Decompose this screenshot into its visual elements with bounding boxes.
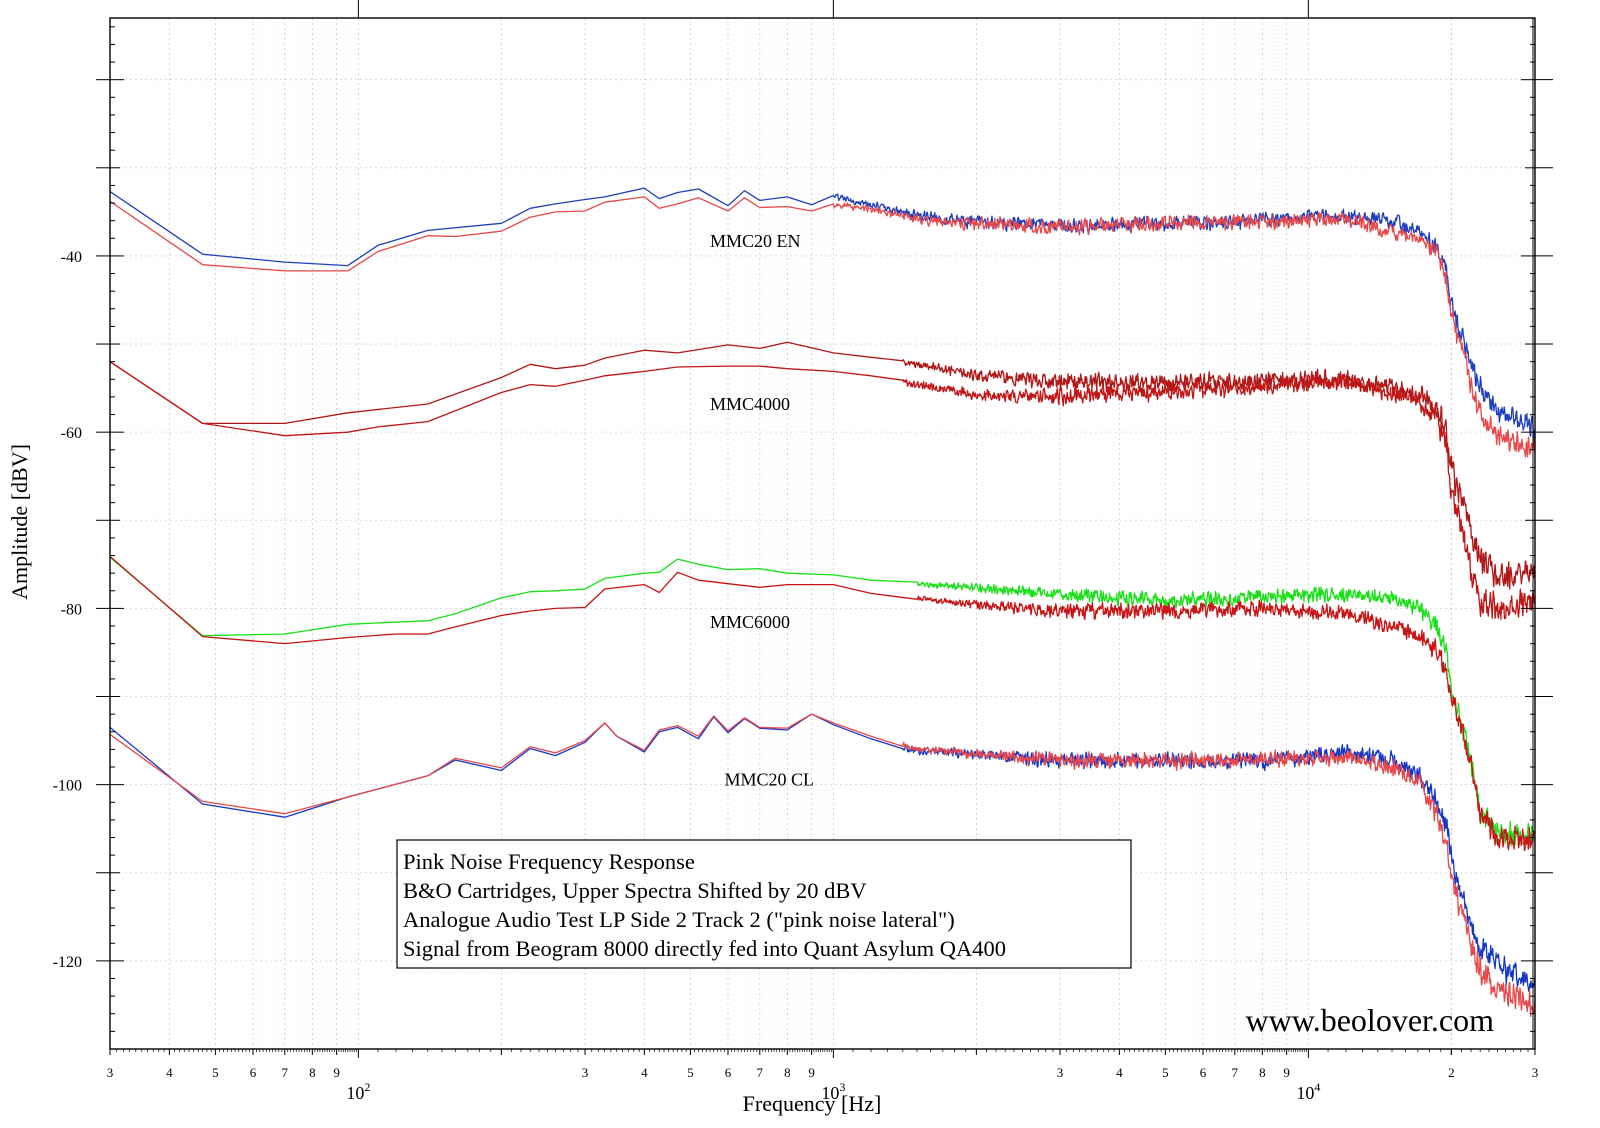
y-axis-label: Amplitude [dBV] [7, 444, 32, 600]
series-line [109, 713, 1536, 1017]
x-decade-label: 104 [1296, 1080, 1320, 1103]
x-tick-label: 2 [1448, 1065, 1455, 1080]
group-label: MMC20 EN [710, 231, 801, 251]
x-tick-label: 6 [725, 1065, 732, 1080]
y-tick-label: -120 [53, 954, 82, 971]
series-line [109, 556, 1536, 847]
group-label: MMC4000 [710, 394, 790, 414]
x-tick-label: 3 [582, 1065, 589, 1080]
x-tick-label: 5 [687, 1065, 694, 1080]
legend-line-2: B&O Cartridges, Upper Spectra Shifted by… [403, 878, 867, 903]
axes: 3 4 5 6 7 8 9 3 4 5 6 7 8 9 3 4 5 6 7 8 9 2 3 102 103 104 -40 -60 -8… [53, 0, 1553, 1103]
y-tick-label: -80 [61, 601, 82, 618]
group-label: MMC20 CL [725, 770, 815, 790]
x-decade-label: 102 [346, 1080, 370, 1103]
series-line [109, 196, 1536, 458]
x-tick-label: 6 [250, 1065, 257, 1080]
legend-line-title: Pink Noise Frequency Response [403, 849, 695, 874]
x-tick-label: 6 [1200, 1065, 1207, 1080]
y-tick-label: -40 [61, 249, 82, 266]
watermark: www.beolover.com [1245, 1002, 1494, 1038]
x-tick-label: 9 [1283, 1065, 1290, 1080]
x-tick-label: 8 [309, 1065, 316, 1080]
legend-box: Pink Noise Frequency Response B&O Cartri… [396, 839, 1132, 969]
x-tick-label: 4 [1116, 1065, 1123, 1080]
x-tick-label: 4 [166, 1065, 173, 1080]
x-tick-label: 7 [757, 1065, 764, 1080]
series-line [109, 361, 1536, 620]
x-tick-label: 5 [1162, 1065, 1169, 1080]
y-tick-label: -60 [61, 425, 82, 442]
x-tick-label: 5 [212, 1065, 219, 1080]
series-lines [109, 187, 1536, 1017]
y-tick-label: -100 [53, 778, 82, 795]
x-tick-label: 3 [1532, 1065, 1539, 1080]
series-line [109, 555, 1536, 852]
x-decade-label: 103 [821, 1080, 845, 1103]
x-tick-label: 7 [1232, 1065, 1239, 1080]
legend-line-3: Analogue Audio Test LP Side 2 Track 2 ("… [403, 907, 955, 932]
x-tick-label: 9 [333, 1065, 340, 1080]
x-axis-label: Frequency [Hz] [743, 1091, 882, 1116]
x-tick-label: 3 [107, 1065, 114, 1080]
group-label: MMC6000 [710, 612, 790, 632]
x-tick-label: 4 [641, 1065, 648, 1080]
x-tick-label: 7 [282, 1065, 289, 1080]
series-line [109, 341, 1536, 590]
x-tick-label: 8 [784, 1065, 791, 1080]
x-tick-label: 9 [808, 1065, 815, 1080]
group-labels: MMC20 EN MMC4000 MMC6000 MMC20 CL [710, 231, 814, 789]
x-tick-label: 8 [1259, 1065, 1266, 1080]
x-tick-label: 3 [1057, 1065, 1064, 1080]
legend-line-4: Signal from Beogram 8000 directly fed in… [403, 936, 1006, 961]
